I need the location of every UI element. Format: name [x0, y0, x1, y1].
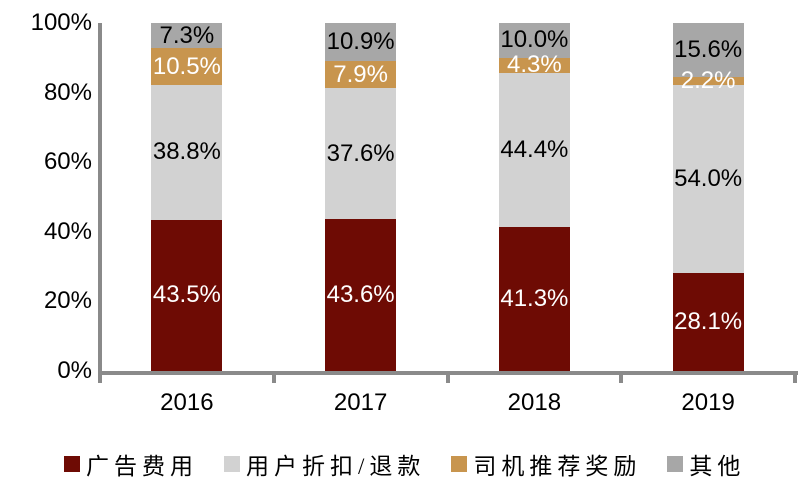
bar-segment-label: 38.8%	[152, 138, 221, 166]
bar-segment: 15.6%	[672, 23, 744, 78]
legend-label: 其他	[689, 454, 746, 479]
legend-item: 其他	[667, 447, 745, 481]
bar-segment: 43.6%	[325, 219, 397, 371]
legend-item: 用户折扣/退款	[224, 447, 425, 481]
x-axis-tick	[98, 375, 102, 383]
legend-swatch	[451, 456, 468, 472]
bar-segment: 2.2%	[672, 67, 744, 94]
bar-segment-label: 2.2%	[680, 67, 736, 95]
x-axis-tick	[619, 375, 624, 383]
bar-segment-label: 10.5%	[152, 52, 221, 80]
bar-segment-label: 10.0%	[500, 26, 569, 54]
x-axis-category-label: 2016	[160, 389, 214, 416]
bar-segment: 7.3%	[151, 21, 223, 49]
y-axis-tick-label: 0%	[57, 357, 92, 384]
bar-segment: 43.5%	[151, 219, 223, 371]
bar-segment: 54.0%	[672, 85, 744, 274]
bar-segment-label: 10.9%	[326, 27, 395, 55]
legend-swatch	[64, 456, 80, 472]
bar-segment-label: 43.5%	[152, 281, 221, 309]
bar-segment-label: 28.1%	[674, 308, 743, 336]
y-axis-tick-label: 20%	[43, 287, 92, 315]
bar-2019: 28.1% 54.0% 2.2% 15.6%	[672, 23, 744, 371]
bar-segment-label: 44.4%	[500, 136, 569, 164]
bar-segment: 4.3%	[498, 51, 570, 78]
y-axis-tick-label: 40%	[43, 217, 92, 245]
bar-2017: 43.6% 37.6% 7.9% 10.9%	[325, 23, 397, 371]
x-axis-category-label: 2019	[681, 389, 735, 416]
bar-segment-label: 41.3%	[500, 285, 569, 313]
bar-segment: 44.4%	[498, 72, 570, 228]
y-axis-tick-label: 60%	[43, 148, 92, 176]
bar-segment: 28.1%	[672, 273, 744, 371]
bar-segment-label: 15.6%	[674, 36, 743, 64]
bar-segment-label: 43.6%	[326, 281, 395, 309]
y-axis-tick-label: 100%	[30, 9, 92, 36]
x-axis-line	[98, 371, 798, 375]
bar-segment: 38.8%	[151, 84, 223, 220]
x-axis-category-label: 2017	[333, 389, 388, 416]
legend-swatch	[667, 456, 684, 472]
bar-2016: 43.5% 38.8% 10.5% 7.3%	[151, 21, 223, 371]
y-axis-tick-label: 80%	[43, 78, 92, 106]
legend-label: 用户折扣/退款	[246, 454, 426, 479]
legend-item: 广告费用	[64, 447, 198, 481]
legend: 广告费用 用户折扣/退款 司机推荐奖励 其他	[64, 447, 745, 481]
legend-swatch	[224, 456, 240, 472]
bar-segment-label: 4.3%	[507, 51, 562, 79]
bar-segment: 10.0%	[498, 23, 570, 58]
bar-segment: 10.9%	[325, 23, 397, 61]
legend-label: 司机推荐奖励	[473, 454, 642, 479]
x-axis-tick	[445, 375, 450, 383]
bar-segment: 7.9%	[325, 60, 397, 89]
bar-segment-label: 54.0%	[674, 165, 743, 193]
legend-label: 广告费用	[86, 454, 198, 479]
x-axis-tick	[271, 375, 276, 383]
x-axis-tick	[793, 375, 797, 383]
legend-item: 司机推荐奖励	[451, 447, 641, 481]
bar-segment: 41.3%	[498, 227, 570, 371]
bar-segment: 10.5%	[151, 48, 223, 85]
bar-segment-label: 7.3%	[159, 21, 215, 49]
bar-segment-label: 7.9%	[333, 60, 388, 88]
bar-2018: 41.3% 44.4% 4.3% 10.0%	[498, 23, 570, 371]
bar-segment: 37.6%	[325, 88, 397, 220]
bar-segment-label: 37.6%	[326, 139, 395, 167]
y-axis-line	[98, 23, 102, 382]
x-axis-category-label: 2018	[507, 389, 562, 416]
